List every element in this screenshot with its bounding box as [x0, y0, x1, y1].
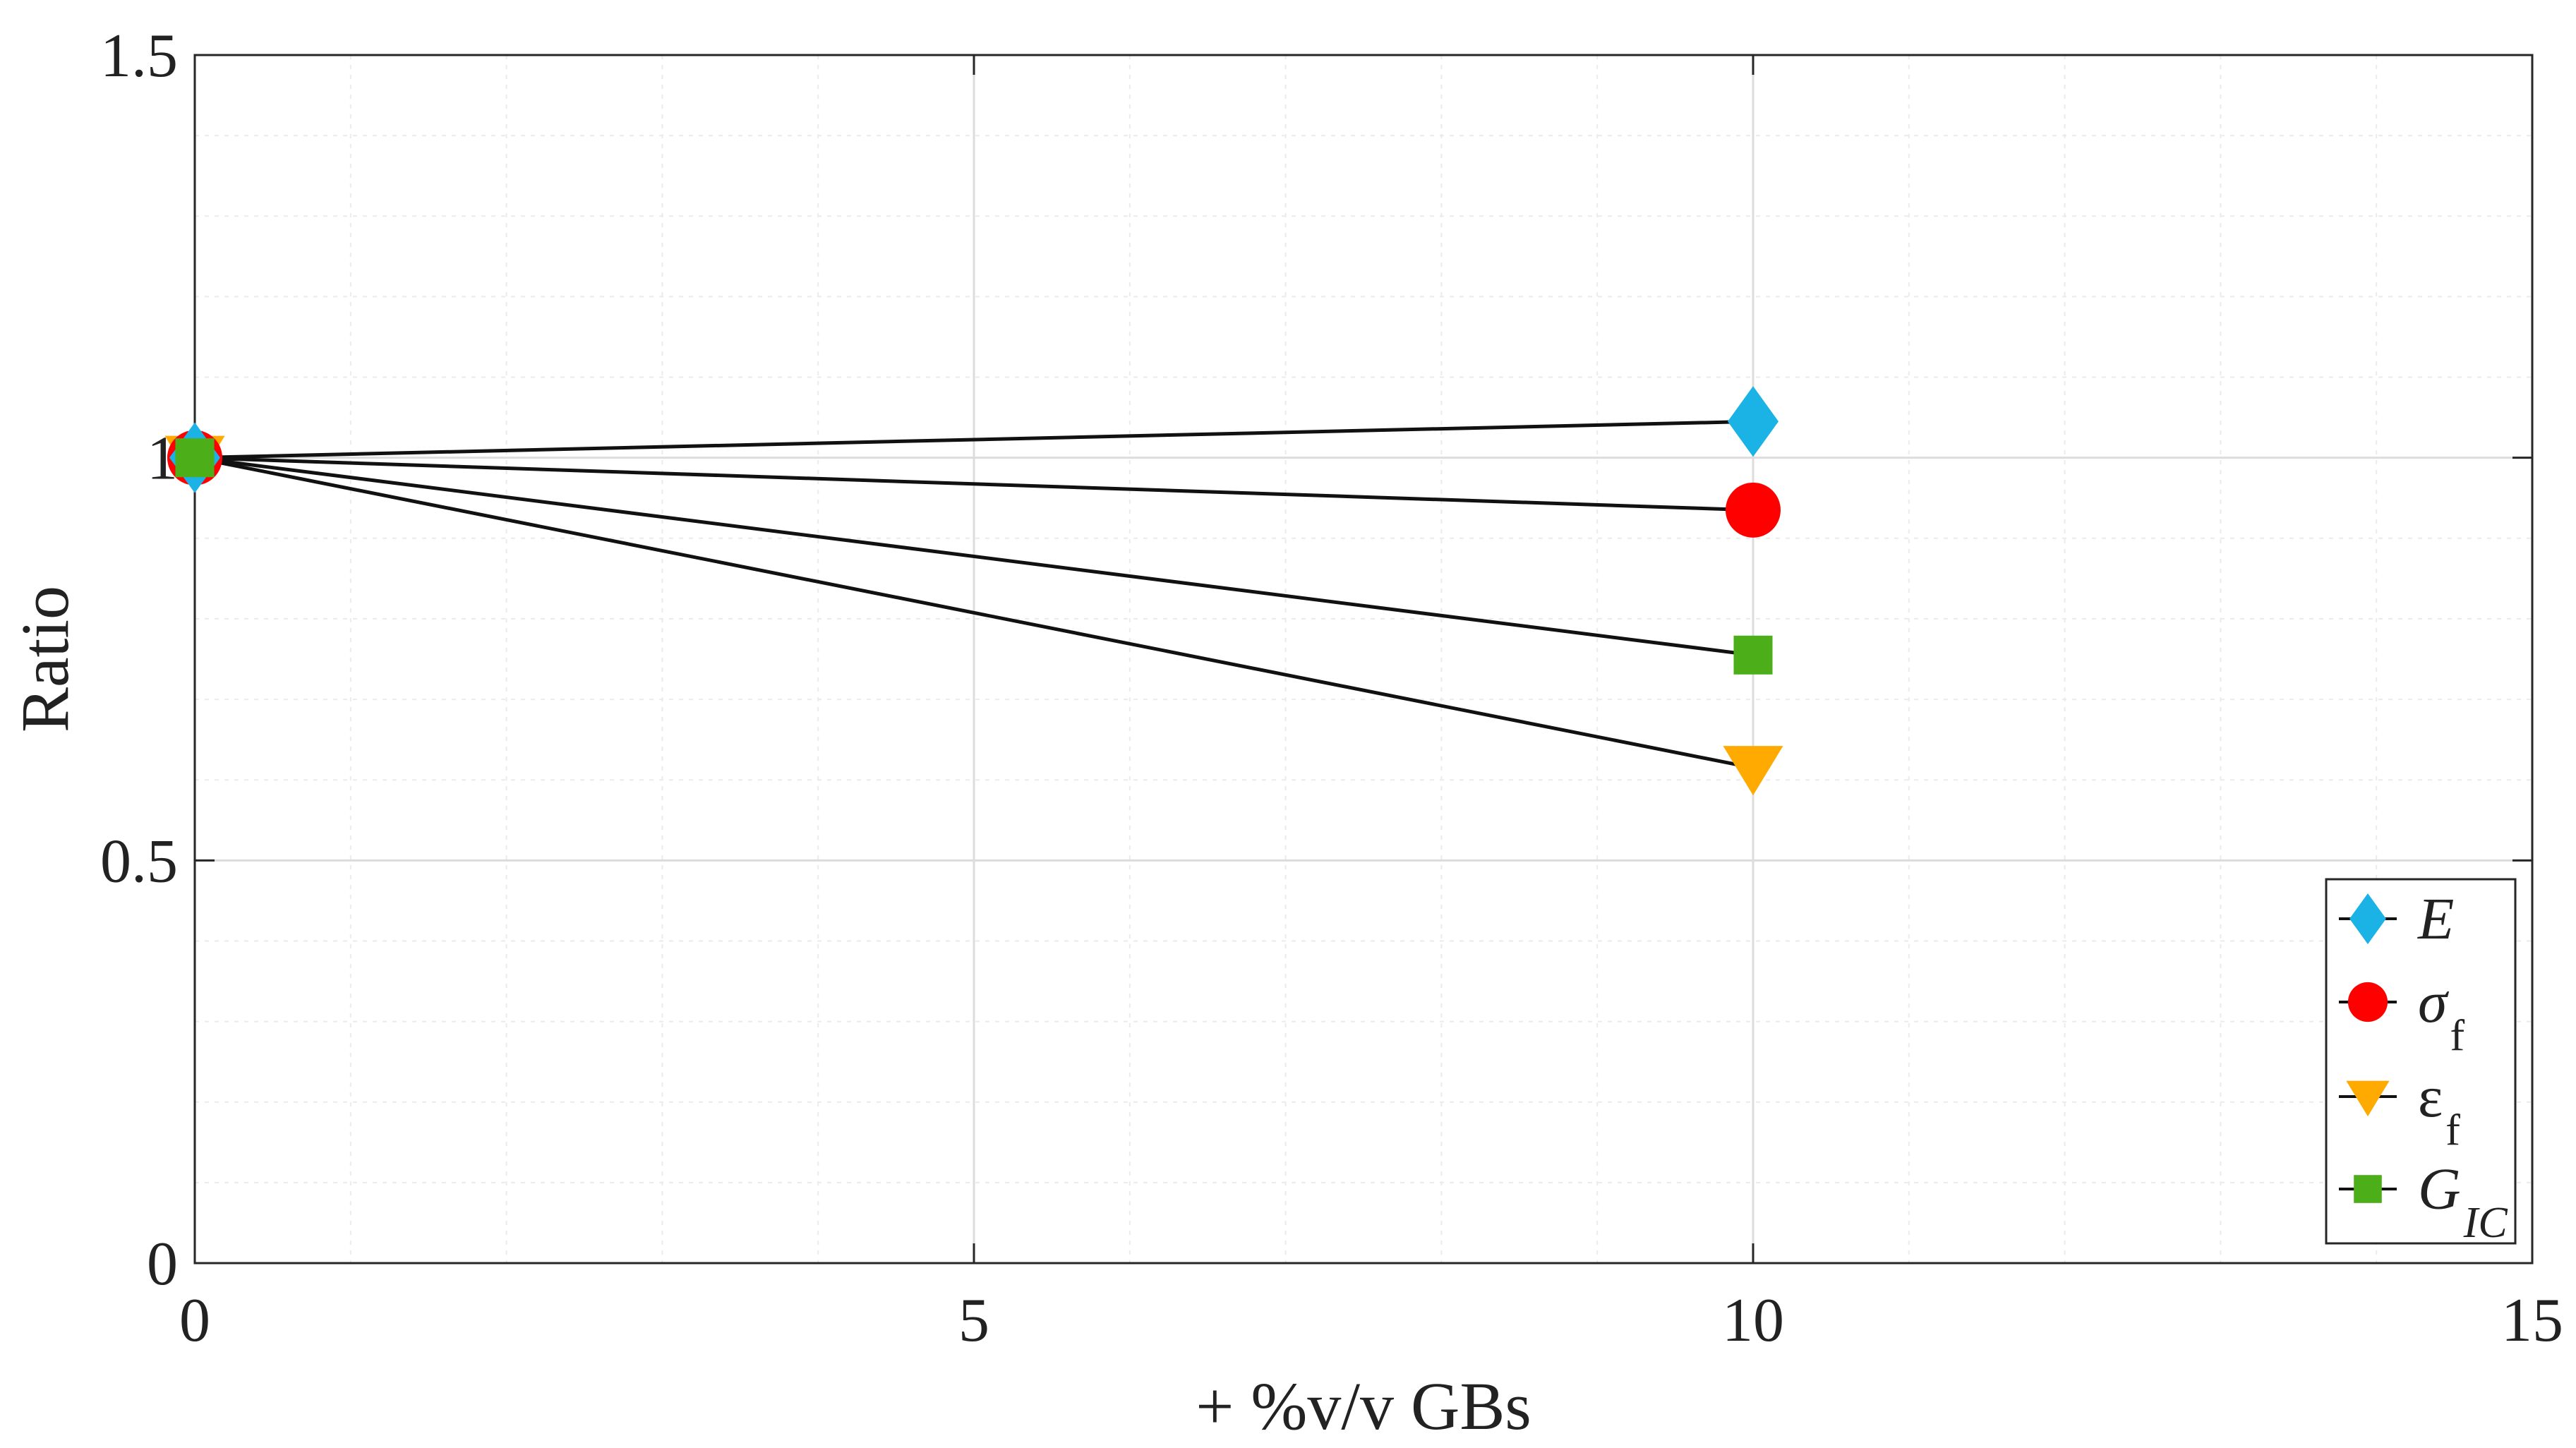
x-tick-label: 5: [958, 1286, 989, 1355]
y-tick-label: 1.5: [100, 22, 178, 90]
legend-label-E: E: [2417, 886, 2454, 952]
y-tick-label: 0: [147, 1230, 178, 1298]
legend-marker-epsilon_f: [2346, 1080, 2390, 1117]
legend-label-G_IC: GIC: [2418, 1157, 2508, 1247]
legend-subscript: f: [2445, 1106, 2460, 1154]
y-tick-label: 0.5: [100, 827, 178, 895]
y-axis-label: Ratio: [7, 586, 83, 732]
legend-subscript: f: [2450, 1012, 2464, 1060]
legend-symbol: σ: [2418, 970, 2450, 1035]
legend-label-sigma_f: σf: [2418, 970, 2464, 1060]
series-line-G_IC: [194, 456, 1754, 657]
x-tick-label: 0: [179, 1286, 210, 1355]
legend-marker-sigma_f: [2347, 982, 2388, 1022]
series-lines: [194, 419, 1754, 770]
data-point-E-1: [1728, 386, 1778, 457]
legend-symbol: G: [2418, 1157, 2461, 1222]
series-line-sigma_f: [194, 456, 1754, 512]
data-point-G_IC-0: [175, 438, 215, 478]
series-line-epsilon_f: [194, 456, 1754, 770]
x-axis-label: + %v/v GBs: [1196, 1368, 1531, 1444]
legend-marker-G_IC: [2354, 1175, 2382, 1203]
x-tick-label: 15: [2501, 1286, 2563, 1355]
legend-symbol: ε: [2418, 1064, 2443, 1130]
data-point-sigma_f-1: [1726, 482, 1781, 538]
legend-label-epsilon_f: εf: [2418, 1064, 2460, 1154]
series-line-E: [194, 419, 1754, 460]
grid: [193, 54, 2534, 1265]
legend-symbol: E: [2417, 886, 2454, 952]
data-point-epsilon_f-1: [1723, 746, 1783, 796]
x-tick-label: 10: [1722, 1286, 1784, 1355]
data-point-G_IC-1: [1733, 635, 1773, 675]
legend-marker-E: [2349, 893, 2386, 944]
series-markers: [164, 386, 1783, 796]
legend-subscript: IC: [2463, 1199, 2508, 1247]
plot-area-frame: [193, 54, 2534, 1265]
